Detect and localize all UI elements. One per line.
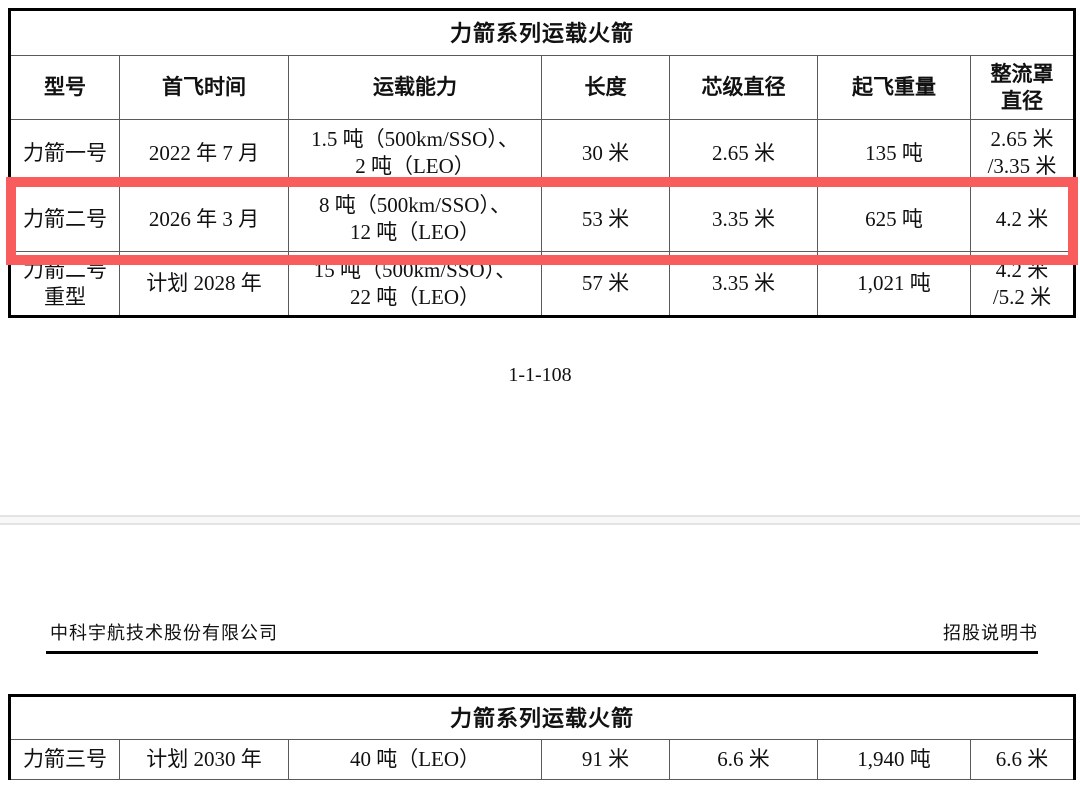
cell-model: 力箭二号 重型 bbox=[9, 251, 120, 317]
page-header-doc-type: 招股说明书 bbox=[943, 623, 1038, 643]
cell-first-flight: 2022 年 7 月 bbox=[119, 119, 289, 187]
cell-length: 57 米 bbox=[541, 251, 670, 317]
cell-first-flight: 2026 年 3 月 bbox=[119, 186, 289, 252]
cell-capacity: 1.5 吨（500km/SSO）、 2 吨（LEO） bbox=[288, 119, 542, 187]
cell-capacity: 8 吨（500km/SSO）、 12 吨（LEO） bbox=[288, 186, 542, 252]
table-header-row: 型号 首飞时间 运载能力 长度 芯级直径 起飞重量 bbox=[9, 55, 1076, 120]
cell-core-diameter: 6.6 米 bbox=[669, 739, 818, 780]
cell-model: 力箭二号 bbox=[9, 186, 120, 252]
cell-takeoff-weight: 1,021 吨 bbox=[817, 251, 971, 317]
col-header-takeoff-weight: 起飞重量 bbox=[817, 55, 971, 120]
header-rule bbox=[46, 651, 1038, 654]
pdf-page-2: 中科宇航技术股份有限公司 招股说明书 力箭系列运载火箭 力箭三号 计划 2030… bbox=[0, 525, 1080, 794]
table-title: 力箭系列运载火箭 bbox=[8, 695, 1076, 740]
cell-capacity: 40 吨（LEO） bbox=[288, 739, 542, 780]
cell-model: 力箭一号 bbox=[9, 119, 120, 187]
col-header-model: 型号 bbox=[9, 55, 120, 120]
cell-core-diameter: 2.65 米 bbox=[669, 119, 818, 187]
table-row-lijian-3: 力箭三号 计划 2030 年 40 吨（LEO） 91 米 6.6 米 bbox=[9, 739, 1076, 780]
col-header-capacity: 运载能力 bbox=[288, 55, 542, 120]
cell-fairing-diameter: 6.6 米 bbox=[969, 739, 1076, 780]
page-header-company: 中科宇航技术股份有限公司 bbox=[50, 623, 278, 643]
cell-capacity: 15 吨（500km/SSO）、 22 吨（LEO） bbox=[288, 251, 542, 317]
col-header-length: 长度 bbox=[541, 55, 670, 120]
cell-core-diameter: 3.35 米 bbox=[669, 186, 818, 252]
cell-length: 53 米 bbox=[541, 186, 670, 252]
table-title-row: 力箭系列运载火箭 bbox=[8, 695, 1076, 740]
table-row-lijian-1: 力箭一号 2022 年 7 月 1.5 吨（500km/SSO）、 2 吨（LE… bbox=[9, 119, 1076, 187]
cell-takeoff-weight: 1,940 吨 bbox=[817, 739, 971, 780]
page-separator bbox=[0, 515, 1080, 525]
cell-fairing-diameter: 4.2 米 /5.2 米 bbox=[969, 251, 1076, 317]
col-header-fairing-diameter: 整流罩 直径 bbox=[969, 55, 1076, 120]
cell-takeoff-weight: 625 吨 bbox=[817, 186, 971, 252]
cell-fairing-diameter: 2.65 米 /3.35 米 bbox=[969, 119, 1076, 187]
table-row-lijian-2-highlighted: 力箭二号 2026 年 3 月 8 吨（500km/SSO）、 12 吨（LEO… bbox=[9, 186, 1076, 252]
table-row-lijian-2-heavy: 力箭二号 重型 计划 2028 年 15 吨（500km/SSO）、 22 吨（… bbox=[9, 251, 1076, 317]
table-title-row: 力箭系列运载火箭 bbox=[8, 9, 1076, 56]
rocket-series-table: 力箭系列运载火箭 型号 首飞时间 运载能力 长度 bbox=[8, 8, 1077, 318]
cell-first-flight: 计划 2030 年 bbox=[119, 739, 289, 780]
cell-length: 91 米 bbox=[541, 739, 670, 780]
rocket-series-table-continued: 力箭系列运载火箭 力箭三号 计划 2030 年 40 吨（LEO） 91 米 bbox=[8, 694, 1077, 780]
cell-length: 30 米 bbox=[541, 119, 670, 187]
cell-first-flight: 计划 2028 年 bbox=[119, 251, 289, 317]
cell-core-diameter: 3.35 米 bbox=[669, 251, 818, 317]
col-header-first-flight: 首飞时间 bbox=[119, 55, 289, 120]
cell-takeoff-weight: 135 吨 bbox=[817, 119, 971, 187]
pdf-page-1: 力箭系列运载火箭 型号 首飞时间 运载能力 长度 bbox=[6, 8, 1078, 386]
col-header-core-diameter: 芯级直径 bbox=[669, 55, 818, 120]
page-number: 1-1-108 bbox=[508, 364, 572, 386]
cell-fairing-diameter: 4.2 米 bbox=[969, 186, 1076, 252]
cell-model: 力箭三号 bbox=[9, 739, 120, 780]
table-title: 力箭系列运载火箭 bbox=[8, 9, 1076, 56]
